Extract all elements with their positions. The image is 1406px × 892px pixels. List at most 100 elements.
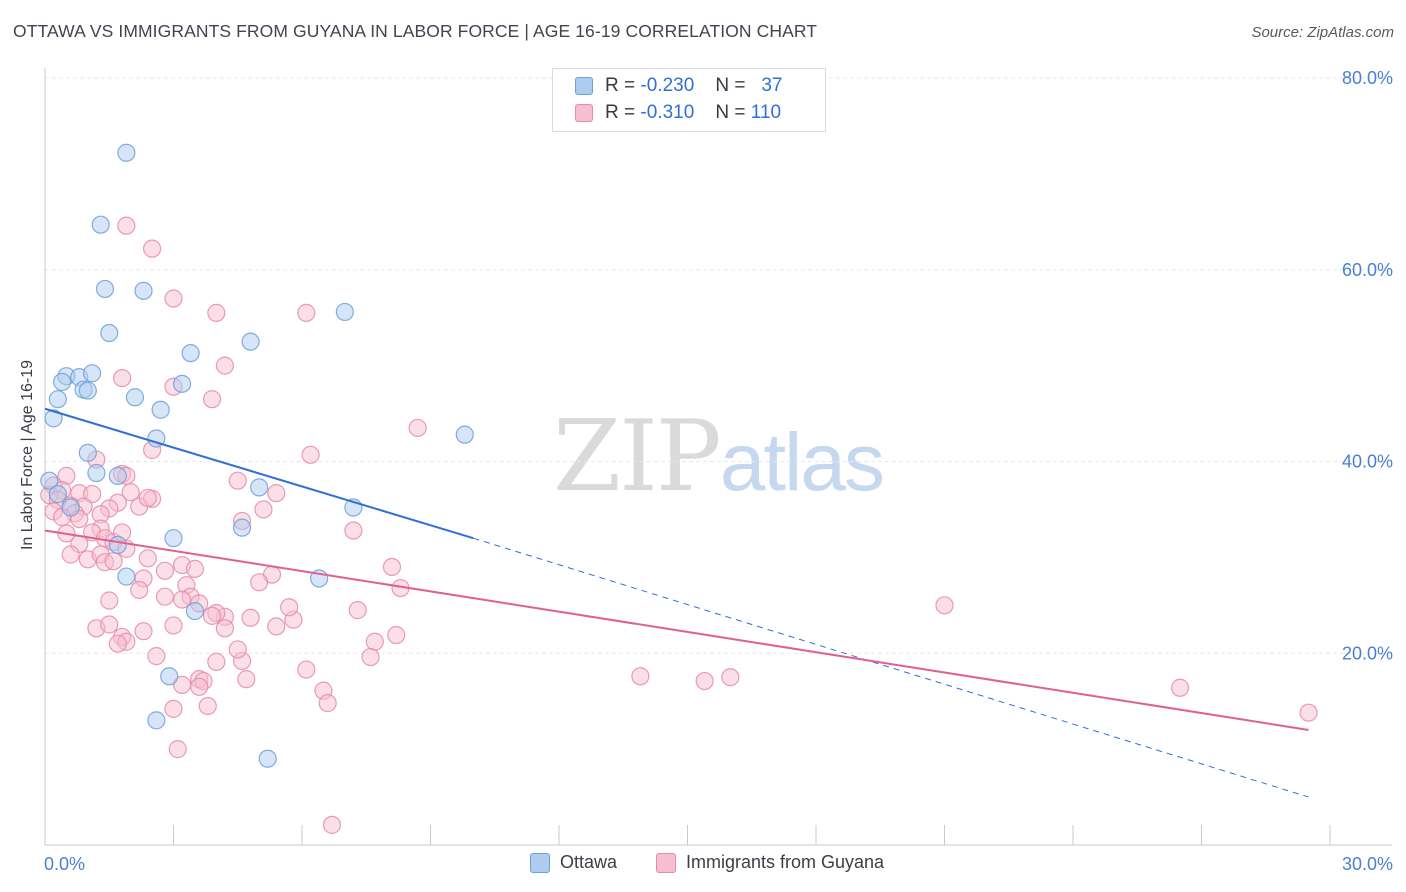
guyana-point (202, 606, 222, 625)
ottawa-trend-line (44, 407, 474, 540)
ottawa-point (61, 498, 80, 517)
guyana-point (138, 488, 157, 508)
ottawa-swatch (575, 77, 593, 95)
guyana-point (387, 625, 406, 645)
ottawa-point (117, 143, 136, 162)
ottawa-point (87, 463, 106, 483)
ottawa-point (48, 484, 67, 504)
guyana-point (348, 601, 367, 620)
ottawa-point (164, 529, 183, 548)
legend-r-label: R = (605, 102, 636, 123)
zipatlas-watermark: ZIPatlas (553, 400, 885, 514)
ottawa-point (151, 400, 170, 419)
guyana-point (164, 699, 183, 718)
ottawa-point (147, 711, 166, 730)
guyana-point (280, 598, 299, 617)
ottawa-point (232, 518, 252, 537)
ottawa-point (250, 478, 269, 497)
legend-n-label: N = (715, 102, 746, 123)
source-credit: Source: ZipAtlas.com (1251, 24, 1394, 41)
guyana-point (108, 634, 127, 653)
guyana-point (365, 632, 384, 651)
guyana-point (164, 289, 183, 308)
guyana-point (147, 647, 166, 666)
guyana-point (250, 573, 269, 592)
guyana-n-value: 110 (750, 102, 782, 123)
axes (44, 68, 1392, 846)
ottawa-point (108, 466, 127, 485)
guyana-point (267, 484, 286, 503)
guyana-point (322, 815, 342, 834)
y-tick-label: 40.0% (1342, 452, 1393, 472)
ottawa-point (185, 601, 205, 621)
ottawa-point (108, 535, 127, 555)
ottawa-point (258, 749, 277, 768)
guyana-point (168, 740, 187, 759)
bottom-legend-ottawa: Ottawa (530, 852, 617, 873)
trend-lines (44, 407, 1309, 798)
guyana-point (130, 580, 149, 600)
guyana-trend-line (44, 529, 1309, 731)
ottawa-point (78, 381, 97, 400)
ottawa-r-value: -0.230 (640, 75, 695, 96)
guyana-point (100, 591, 119, 610)
ottawa-point (78, 443, 97, 462)
guyana-points (40, 216, 1318, 834)
guyana-point (83, 484, 102, 504)
chart-title: OTTAWA VS IMMIGRANTS FROM GUYANA IN LABO… (13, 21, 818, 41)
ottawa-point (160, 667, 179, 686)
guyana-point (112, 368, 132, 388)
ottawa-point (44, 409, 63, 428)
guyana-point (267, 617, 286, 636)
y-tick-label: 60.0% (1342, 260, 1393, 280)
ottawa-point (117, 567, 136, 586)
guyana-point (198, 696, 217, 716)
guyana-point (215, 356, 234, 375)
guyana-point (185, 559, 205, 578)
guyana-legend-swatch (656, 852, 676, 873)
watermark-atlas: atlas (719, 417, 885, 508)
guyana-point (138, 549, 157, 568)
x-tick-label: 30.0% (1342, 854, 1393, 874)
guyana-point (297, 660, 316, 679)
ottawa-point (335, 302, 354, 322)
ottawa-n-value: 37 (761, 75, 783, 96)
guyana-point (237, 670, 256, 689)
ottawa-point (241, 332, 260, 351)
guyana-point (301, 445, 320, 464)
guyana-point (134, 622, 153, 641)
ottawa-point (48, 390, 67, 409)
ottawa-legend-label: Ottawa (560, 852, 618, 872)
legend-n-label: N = (715, 75, 746, 96)
guyana-point (215, 619, 234, 638)
guyana-point (121, 483, 140, 502)
guyana-point (142, 239, 162, 258)
guyana-point (202, 390, 222, 409)
ottawa-point (53, 372, 72, 392)
ottawa-legend-swatch (530, 852, 550, 873)
gridlines (45, 77, 1392, 654)
ottawa-points (40, 143, 474, 768)
guyana-point (104, 552, 123, 571)
guyana-point (297, 303, 316, 322)
guyana-point (318, 694, 337, 713)
guyana-point (241, 608, 260, 627)
legend-row-guyana: R = -0.310 N = 110 (575, 100, 781, 126)
guyana-point (695, 671, 714, 691)
guyana-point (631, 667, 650, 686)
guyana-r-value: -0.310 (640, 102, 695, 123)
guyana-point (155, 561, 175, 580)
correlation-legend: R = -0.230 N = 37 R = -0.310 N = 110 (552, 68, 826, 132)
guyana-point (155, 587, 175, 606)
guyana-point (228, 640, 247, 659)
ottawa-point (83, 364, 102, 383)
ottawa-point (181, 344, 200, 363)
bottom-legend-guyana: Immigrants from Guyana (656, 852, 884, 873)
guyana-point (100, 615, 119, 634)
ottawa-point (455, 425, 474, 444)
guyana-point (408, 418, 427, 438)
guyana-point (361, 647, 380, 667)
ottawa-point (95, 279, 115, 299)
guyana-point (164, 616, 183, 635)
